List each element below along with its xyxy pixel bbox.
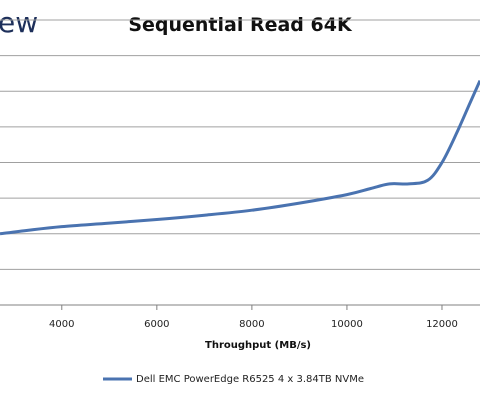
x-axis-label: Throughput (MB/s) [205, 340, 311, 351]
legend-label-series-1: Dell EMC PowerEdge R6525 4 x 3.84TB NVMe [136, 374, 364, 385]
legend: Dell EMC PowerEdge R6525 4 x 3.84TB NVMe [103, 374, 364, 385]
x-tick-label-10000: 10000 [331, 319, 363, 330]
x-tick-label-8000: 8000 [239, 319, 264, 330]
series-line-1 [0, 79, 480, 236]
logo-text: ew [0, 6, 39, 39]
x-tick-label-4000: 4000 [49, 319, 74, 330]
x-tick-label-6000: 6000 [144, 319, 169, 330]
x-tick-label-12000: 12000 [426, 319, 458, 330]
series-layer [0, 79, 480, 236]
x-axis: 4000 6000 8000 10000 12000 [0, 304, 480, 330]
gridlines [0, 19, 480, 270]
